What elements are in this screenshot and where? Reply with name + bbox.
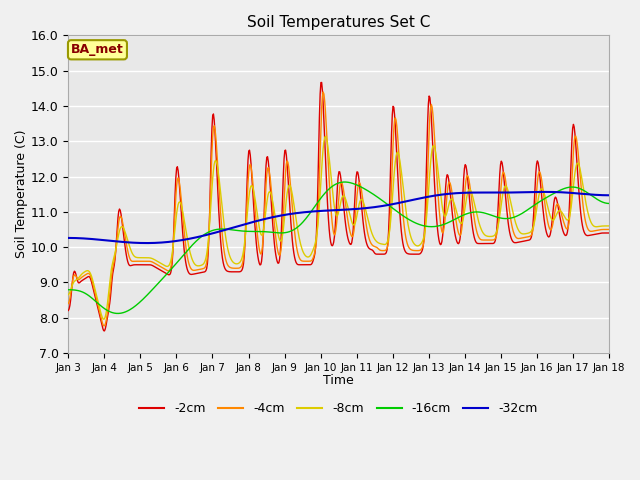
- Title: Soil Temperatures Set C: Soil Temperatures Set C: [247, 15, 430, 30]
- Y-axis label: Soil Temperature (C): Soil Temperature (C): [15, 130, 28, 258]
- Text: BA_met: BA_met: [71, 43, 124, 56]
- Legend: -2cm, -4cm, -8cm, -16cm, -32cm: -2cm, -4cm, -8cm, -16cm, -32cm: [134, 397, 543, 420]
- X-axis label: Time: Time: [323, 374, 354, 387]
